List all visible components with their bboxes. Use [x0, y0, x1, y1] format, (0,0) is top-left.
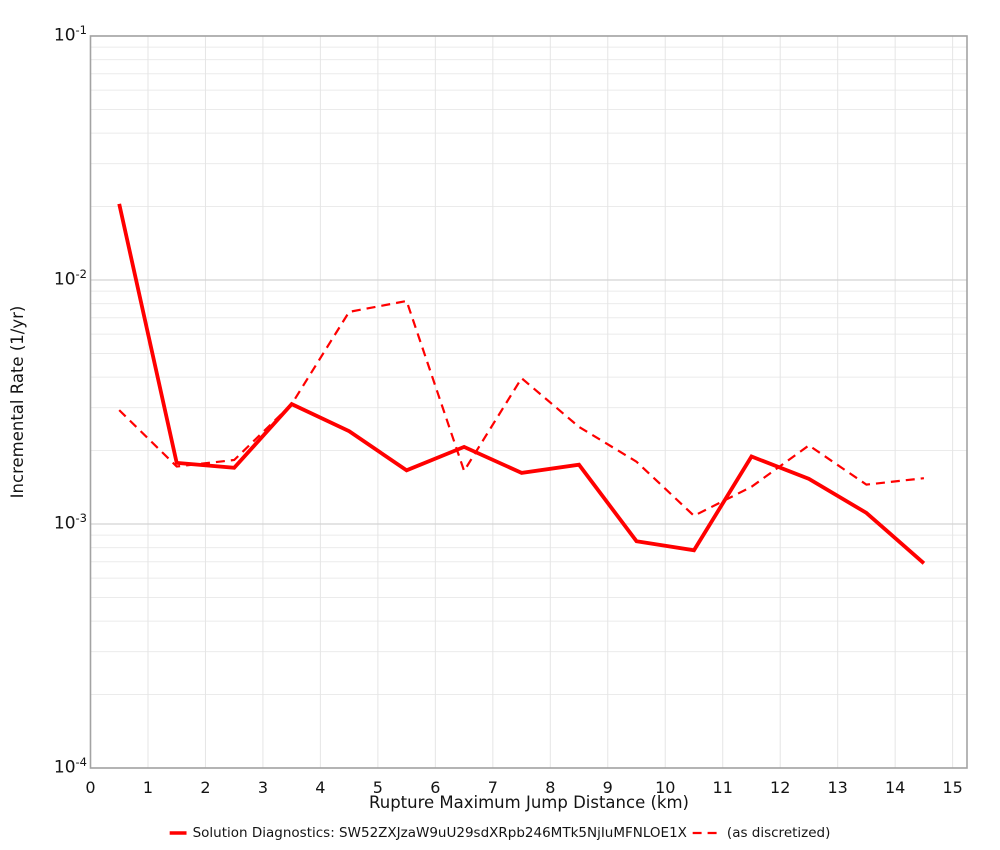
x-tick-label: 2 [200, 778, 211, 797]
solid-series-line [117, 203, 926, 565]
x-axis-title: Rupture Maximum Jump Distance (km) [369, 793, 689, 812]
dashed-series-line [118, 299, 925, 518]
x-tick-label: 9 [602, 778, 613, 797]
x-tick-label: 0 [85, 778, 96, 797]
x-tick-label: 13 [827, 778, 848, 797]
legend: Solution Diagnostics: SW52ZXJzaW9uU29sdX… [169, 825, 831, 841]
x-tick-label: 15 [942, 778, 963, 797]
y-tick-label: 10-4 [53, 755, 87, 778]
x-tick-label: 11 [712, 778, 733, 797]
x-tick-label: 8 [545, 778, 556, 797]
x-tick-label: 10 [655, 778, 676, 797]
y-tick-label: 10-2 [53, 267, 87, 290]
legend-solid-line-swatch [169, 831, 187, 835]
x-tick-label: 4 [315, 778, 326, 797]
plot-frame [89, 35, 968, 769]
y-tick-label: 10-3 [53, 511, 87, 534]
y-tick-label: 10-1 [53, 23, 87, 46]
legend-dashed-line-swatch [692, 831, 721, 835]
x-tick-label: 3 [257, 778, 269, 797]
y-axis-title: Incremental Rate (1/yr) [8, 305, 27, 499]
x-tick-label: 5 [372, 778, 383, 797]
x-tick-label: 12 [770, 778, 791, 797]
x-tick-label: 1 [142, 778, 154, 797]
x-tick-label: 6 [430, 778, 441, 797]
legend-label-solution-diagnostics: Solution Diagnostics: SW52ZXJzaW9uU29sdX… [192, 825, 687, 841]
x-tick-label: 14 [884, 778, 906, 797]
legend-label-as-discretized: (as discretized) [726, 825, 831, 841]
x-tick-label: 7 [487, 778, 498, 797]
